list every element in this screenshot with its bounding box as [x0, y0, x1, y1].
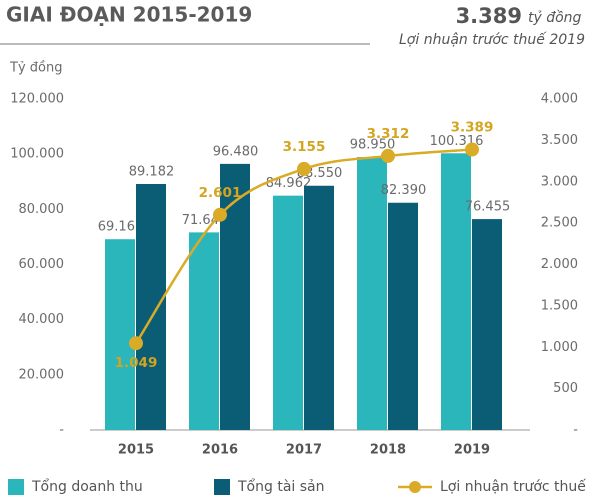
- bar: [472, 219, 502, 430]
- headline-unit: tỷ đồng: [528, 9, 582, 26]
- y-tick-label: 60.000: [19, 257, 65, 272]
- y2-tick-label: 3.500: [541, 133, 578, 148]
- bar: [136, 184, 166, 430]
- y2-tick-label: 2.000: [541, 257, 578, 272]
- legend-swatch: [409, 481, 421, 493]
- chart-title: GIAI ĐOẠN 2015-2019: [6, 3, 252, 27]
- bar-value-label: 82.390: [381, 183, 427, 198]
- legend-label: Tổng tài sản: [237, 478, 324, 495]
- bar-value-label: 76.455: [465, 200, 511, 215]
- line-marker: [381, 148, 395, 163]
- bar-value-label: 84.962: [266, 176, 312, 191]
- legend-label: Tổng doanh thu: [31, 478, 143, 495]
- y2-tick-label: 4.000: [541, 92, 578, 107]
- bar: [441, 153, 471, 430]
- line-marker: [297, 161, 311, 176]
- x-tick-label: 2016: [202, 443, 238, 458]
- line-marker: [465, 142, 479, 157]
- line-value-label: 1.049: [115, 355, 158, 371]
- y-axis-label: Tỷ đồng: [9, 61, 62, 76]
- x-tick-label: 2015: [118, 443, 154, 458]
- bar: [189, 232, 219, 430]
- y-tick-label: -: [59, 423, 64, 438]
- bar: [388, 202, 418, 430]
- legend-swatch: [214, 479, 230, 495]
- bar-value-label: 69.167: [98, 220, 144, 235]
- y2-tick-label: 500: [553, 381, 578, 396]
- line-value-label: 2.601: [199, 185, 242, 201]
- y2-tick-label: 3.000: [541, 174, 578, 189]
- headline-caption: Lợi nhuận trước thuế 2019: [399, 31, 585, 48]
- line-value-label: 3.155: [283, 139, 326, 155]
- line-marker: [129, 336, 143, 351]
- bar: [220, 163, 250, 430]
- bar: [105, 239, 135, 430]
- y-tick-label: 120.000: [10, 92, 64, 107]
- y2-tick-label: 1.500: [541, 298, 578, 313]
- bar-value-label: 98.950: [350, 138, 396, 153]
- legend-swatch: [8, 479, 24, 495]
- y-tick-label: 40.000: [19, 312, 65, 327]
- line-marker: [213, 207, 227, 222]
- y-tick-label: 80.000: [19, 202, 65, 217]
- headline-value: 3.389: [456, 4, 522, 28]
- y2-tick-label: -: [573, 423, 578, 438]
- y2-tick-label: 1.000: [541, 340, 578, 355]
- bar: [357, 157, 387, 430]
- x-tick-label: 2018: [370, 443, 406, 458]
- bar-value-label: 89.182: [129, 165, 175, 180]
- y-tick-label: 20.000: [19, 367, 65, 382]
- y-tick-label: 100.000: [10, 147, 64, 162]
- line-value-label: 3.389: [451, 120, 494, 136]
- y2-tick-label: 2.500: [541, 216, 578, 231]
- line-value-label: 3.312: [367, 126, 410, 142]
- bar: [304, 185, 334, 430]
- bar: [273, 195, 303, 430]
- legend-label: Lợi nhuận trước thuế: [440, 478, 586, 495]
- x-tick-label: 2017: [286, 443, 322, 458]
- bar-value-label: 96.480: [213, 144, 259, 159]
- x-tick-label: 2019: [454, 443, 490, 458]
